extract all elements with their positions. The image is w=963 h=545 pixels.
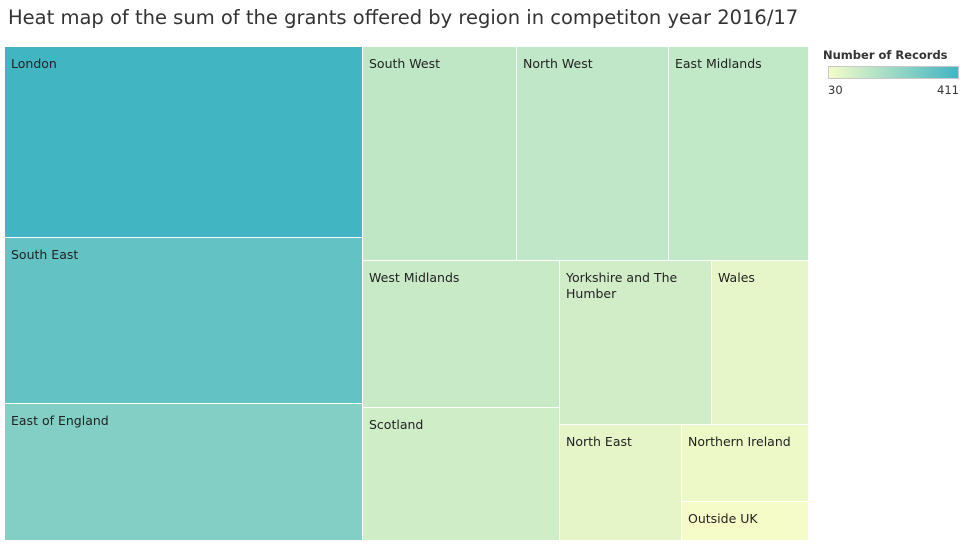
tile-label-north-east: North East — [566, 434, 632, 449]
treemap-tile-yorkshire-and-the-humber[interactable]: Yorkshire and The Humber — [560, 261, 712, 425]
treemap-tile-south-west[interactable]: South West — [363, 47, 517, 261]
tile-label-east-of-england: East of England — [11, 413, 109, 428]
tile-label-east-midlands: East Midlands — [675, 56, 762, 71]
treemap-tile-northern-ireland[interactable]: Northern Ireland — [682, 425, 809, 502]
treemap-tile-wales[interactable]: Wales — [712, 261, 809, 425]
treemap-tile-outside-uk[interactable]: Outside UK — [682, 502, 809, 541]
tile-label-outside-uk: Outside UK — [688, 511, 758, 526]
tile-label-london: London — [11, 56, 57, 71]
legend-gradient-bar — [828, 66, 959, 79]
tile-label-south-east: South East — [11, 247, 79, 262]
treemap-tile-north-west[interactable]: North West — [517, 47, 669, 261]
tile-label-west-midlands: West Midlands — [369, 270, 460, 285]
tile-label-northern-ireland: Northern Ireland — [688, 434, 791, 449]
legend-min-label: 30 — [828, 83, 843, 97]
treemap-tile-south-east[interactable]: South East — [5, 238, 363, 404]
tile-label-north-west: North West — [523, 56, 593, 71]
chart-title: Heat map of the sum of the grants offere… — [8, 6, 799, 29]
color-legend: Number of Records 30 411 — [823, 48, 959, 97]
legend-title: Number of Records — [823, 48, 948, 62]
tile-label-yorkshire-and-the-humber: Yorkshire and The Humber — [566, 270, 678, 301]
treemap-tile-scotland[interactable]: Scotland — [363, 408, 560, 541]
treemap-tile-london[interactable]: London — [5, 47, 363, 238]
tile-label-south-west: South West — [369, 56, 441, 71]
tile-label-wales: Wales — [718, 270, 755, 285]
legend-max-label: 411 — [937, 83, 959, 97]
treemap-tile-east-of-england[interactable]: East of England — [5, 404, 363, 541]
treemap-tile-east-midlands[interactable]: East Midlands — [669, 47, 809, 261]
tile-label-scotland: Scotland — [369, 417, 424, 432]
treemap-tile-west-midlands[interactable]: West Midlands — [363, 261, 560, 408]
treemap-tile-north-east[interactable]: North East — [560, 425, 682, 541]
